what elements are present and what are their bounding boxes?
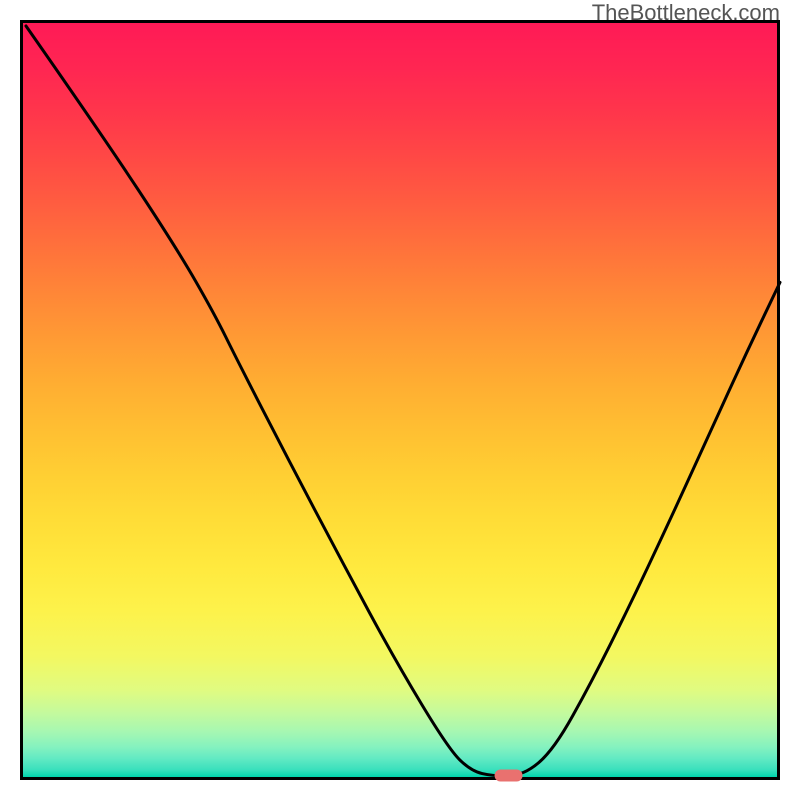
chart-container: TheBottleneck.com (0, 0, 800, 800)
bottleneck-curve (26, 26, 780, 776)
watermark-text: TheBottleneck.com (592, 0, 780, 26)
curve-overlay (23, 23, 783, 783)
plot-area (20, 20, 780, 780)
optimal-marker (495, 769, 523, 781)
